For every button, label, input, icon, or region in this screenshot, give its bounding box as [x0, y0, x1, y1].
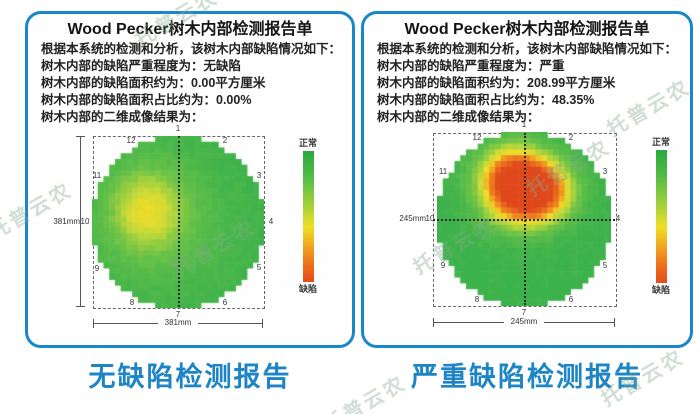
summary-line: 根据本系统的检测和分析，该树木内部缺陷情况如下： [41, 42, 342, 56]
severity-line: 树木内部的缺陷严重程度为：严重 [377, 59, 565, 73]
tomogram-chart: 245mm 245mm 1 2 3 4 5 6 7 8 9 10 11 12 正常 缺陷 [364, 14, 690, 345]
sensor-label: 11 [92, 171, 102, 180]
sensor-label: 6 [222, 298, 228, 307]
color-legend: 正常 缺陷 [286, 138, 330, 295]
legend-gradient-bar [302, 151, 314, 282]
sensor-label: 9 [440, 261, 446, 270]
legend-normal-label: 正常 [298, 138, 317, 148]
caption-no-defect: 无缺陷检测报告 [88, 362, 292, 392]
sensor-label: 4 [268, 217, 274, 226]
defect-ratio-line: 树木内部的缺陷面积占比约为：0.00% [41, 93, 252, 107]
sensor-label: 4 [615, 214, 621, 223]
report-card-severe-defect: Wood Pecker树木内部检测报告单 根据本系统的检测和分析，该树木内部缺陷… [361, 11, 693, 348]
imaging-result-line: 树木内部的二维成像结果为： [41, 110, 204, 124]
sensor-label: 1 [521, 120, 527, 129]
summary-line: 根据本系统的检测和分析，该树木内部缺陷情况如下： [377, 42, 678, 56]
caption-severe-defect: 严重缺陷检测报告 [411, 362, 643, 392]
sensor-label: 12 [472, 133, 482, 142]
legend-gradient-bar [655, 150, 667, 283]
sensor-label: 6 [568, 295, 574, 304]
report-title: Wood Pecker树木内部检测报告单 [67, 21, 313, 38]
sensor-label: 10 [425, 214, 435, 223]
height-dimension-label: 245mm [399, 214, 426, 223]
sensor-label: 10 [80, 217, 90, 226]
height-dimension-label: 381mm [53, 217, 80, 226]
severity-line: 树木内部的缺陷严重程度为：无缺陷 [41, 59, 242, 73]
sensor-label: 8 [474, 295, 480, 304]
sensor-label: 5 [602, 261, 608, 270]
sensor-label: 3 [256, 171, 262, 180]
sensor-label: 2 [222, 136, 228, 145]
crosshair-vertical-line [178, 136, 180, 307]
sensor-label: 12 [126, 136, 136, 145]
color-legend: 正常 缺陷 [639, 137, 683, 296]
sensor-label: 1 [175, 124, 181, 133]
sensor-label: 7 [175, 310, 181, 319]
defect-area-line: 树木内部的缺陷面积约为：0.00平方厘米 [41, 76, 266, 90]
defect-area-line: 树木内部的缺陷面积约为：208.99平方厘米 [377, 76, 616, 90]
report-card-no-defect: Wood Pecker树木内部检测报告单 根据本系统的检测和分析，该树木内部缺陷… [25, 11, 355, 348]
sensor-label: 3 [602, 167, 608, 176]
sensor-label: 8 [129, 298, 135, 307]
sensor-label: 7 [521, 308, 527, 317]
legend-defect-label: 缺陷 [298, 284, 317, 294]
crosshair-horizontal-line [433, 219, 615, 221]
sensor-label: 9 [94, 264, 100, 273]
width-dimension-label: 381mm [158, 318, 198, 327]
defect-ratio-line: 树木内部的缺陷面积占比约为：48.35% [377, 93, 595, 107]
sensor-label: 11 [438, 167, 448, 176]
tomogram-chart: 381mm 381mm 1 2 3 4 5 6 7 8 9 10 11 12 正常 缺陷 [28, 14, 352, 345]
imaging-result-line: 树木内部的二维成像结果为： [377, 110, 540, 124]
width-dimension-label: 245mm [504, 317, 544, 326]
legend-defect-label: 缺陷 [651, 285, 670, 295]
height-dimension-line [76, 136, 85, 307]
sensor-label: 5 [256, 263, 262, 272]
legend-normal-label: 正常 [651, 137, 670, 147]
report-title: Wood Pecker树木内部检测报告单 [404, 21, 650, 38]
sensor-label: 2 [568, 133, 574, 142]
